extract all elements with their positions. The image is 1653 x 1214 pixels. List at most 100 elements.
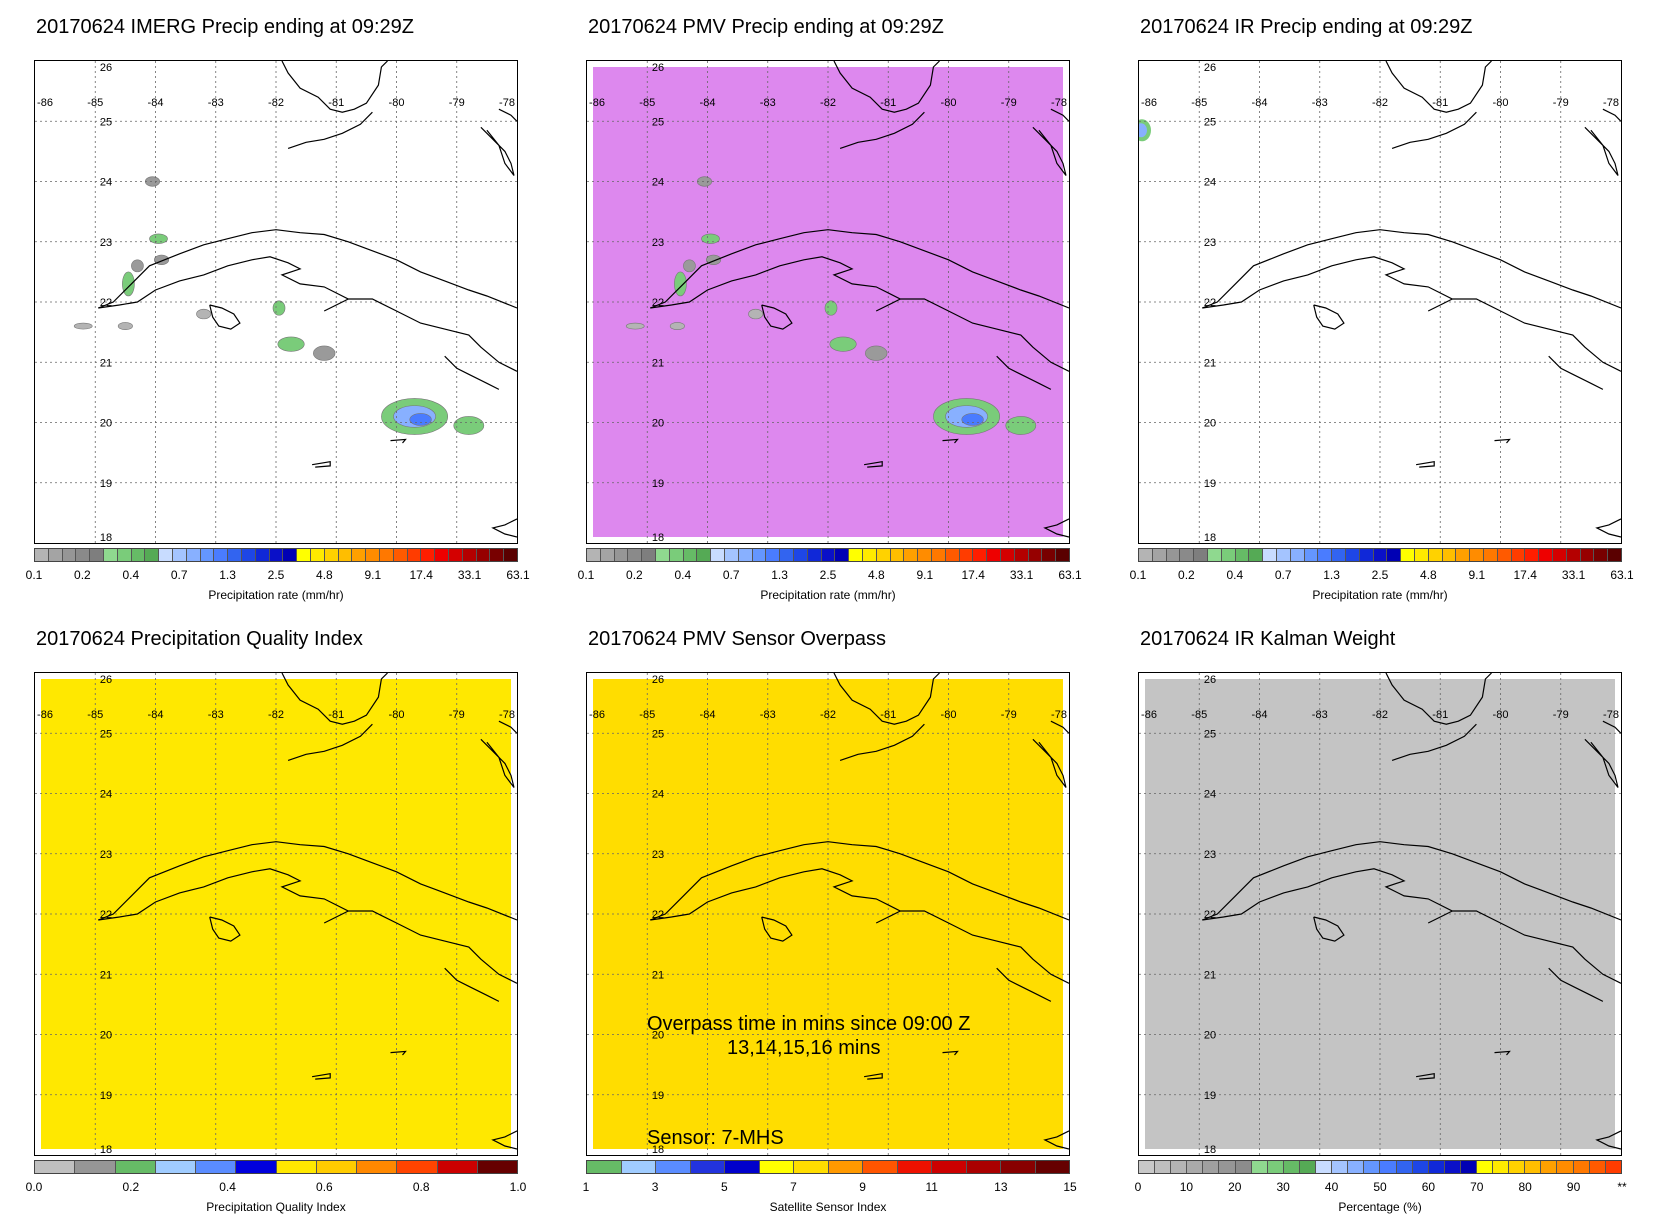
colorbar-swatch: [1396, 1161, 1413, 1173]
lat-tick-label: 23: [1204, 849, 1216, 861]
coastline-isla: [1313, 304, 1345, 330]
colorbar-ticks: 0.1 0.2 0.4 0.7 1.3 2.5 4.8 9.1 17.4 33.1 63.1: [1130, 568, 1634, 584]
colorbar-swatch: [1014, 549, 1029, 561]
lat-tick-label: 21: [652, 969, 664, 981]
colorbar-tick-label: 33.1: [457, 568, 482, 582]
coastline-caymanA: [864, 460, 883, 468]
coastline-jardines: [1548, 355, 1604, 390]
colorbar-swatch: [1387, 549, 1402, 561]
coastline-keys: [839, 111, 925, 149]
colorbar-swatch: [324, 549, 339, 561]
colorbar-swatch: [862, 549, 877, 561]
lon-tick-label: -82: [820, 97, 836, 109]
colorbar-swatch: [477, 1161, 517, 1173]
lat-tick-label: 18: [100, 532, 112, 543]
colorbar-tick-label: 0.1: [577, 568, 595, 582]
colorbar-swatch: [90, 549, 104, 561]
colorbar-swatch: [214, 549, 229, 561]
colorbar-swatch: [1001, 1161, 1036, 1173]
colorbar-swatch: [241, 549, 256, 561]
colorbar-label: Precipitation rate (mm/hr): [760, 588, 896, 602]
colorbar-swatch: [297, 549, 311, 561]
coastline-bahamas: [1584, 738, 1619, 788]
precip-cell: [824, 300, 838, 316]
lon-tick-label: -81: [880, 97, 896, 109]
colorbar-ticks: 0 10 20 30 40 50 60 70 80 90 **: [1135, 1180, 1627, 1196]
colorbar-swatch: [1364, 1161, 1381, 1173]
lat-tick-label: 18: [652, 1144, 664, 1155]
coastline-arc: [875, 910, 901, 924]
coastline-isla: [1313, 916, 1345, 942]
lat-tick-label: 21: [1204, 969, 1216, 981]
map-svg: -86 -85 -84 -83 -82 -81 -80 -79 -78 26 25 24 23 22 21 2…: [1139, 673, 1621, 1155]
colorbar-tick-label: 2.5: [1371, 568, 1389, 582]
colorbar-swatch: [379, 549, 394, 561]
lat-tick-label: 23: [652, 849, 664, 861]
lon-tick-label: -86: [589, 709, 605, 721]
lat-tick-label: 19: [652, 1090, 664, 1102]
colorbar-swatch: [1373, 549, 1388, 561]
colorbar-swatch: [835, 549, 850, 561]
precip-cell: [409, 413, 432, 426]
coastline-isla: [209, 304, 241, 330]
lat-tick-label: 24: [652, 789, 664, 801]
colorbar-swatch: [655, 549, 670, 561]
lon-tick-label: -83: [208, 709, 224, 721]
lon-tick-label: -86: [589, 97, 605, 109]
colorbar-swatch: [1557, 1161, 1574, 1173]
coastline-keys: [287, 111, 373, 149]
colorbar-tick-label: 33.1: [1009, 568, 1034, 582]
coastline-bahamasTop: [498, 108, 517, 122]
colorbar-swatch: [1509, 1161, 1526, 1173]
map-frame: -86 -85 -84 -83 -82 -81 -80 -79 -78 26 25 24 23 22 21 2…: [586, 60, 1070, 544]
colorbar-swatch: [1470, 549, 1484, 561]
precip-cell: [313, 345, 336, 361]
lat-tick-label: 20: [1204, 418, 1216, 430]
colorbar-tick-label: 10: [1179, 1180, 1194, 1194]
coastline-cubaSouth: [98, 868, 517, 984]
precip-cell: [829, 336, 857, 352]
colorbar-tick-label: 50: [1373, 1180, 1387, 1194]
colorbar-swatch: [1460, 1161, 1477, 1173]
colorbar-label: Precipitation rate (mm/hr): [1312, 588, 1448, 602]
lon-tick-label: -80: [1493, 709, 1509, 721]
colorbar-tick-label: 13: [994, 1180, 1008, 1194]
colorbar-swatch: [987, 549, 1001, 561]
lat-tick-label: 20: [652, 418, 664, 430]
lon-tick-label: -80: [1493, 97, 1509, 109]
colorbar-tick-label: 63.1: [1058, 568, 1082, 582]
colorbar-swatch: [1359, 549, 1374, 561]
coastline-haitiTip: [1595, 518, 1621, 538]
panel-pmv-precip: 20170624 PMV Precip ending at 09:29Z -86-…: [578, 0, 1106, 602]
lat-tick-label: 25: [652, 728, 664, 740]
coastline-haitiTip: [491, 1130, 517, 1150]
lon-tick-label: -79: [1553, 709, 1569, 721]
lon-tick-label: -78: [1603, 709, 1619, 721]
lon-tick-label: -81: [1432, 709, 1448, 721]
lon-tick-label: -81: [880, 709, 896, 721]
colorbar-swatch: [1442, 549, 1457, 561]
coastline-caymanA: [864, 1072, 883, 1080]
colorbar-tick-label: 0.2: [122, 1180, 140, 1194]
colorbar-swatch: [103, 549, 118, 561]
lon-tick-label: -81: [328, 97, 344, 109]
colorbar-tick-label: 90: [1566, 1180, 1581, 1194]
lon-tick-label: -83: [208, 97, 224, 109]
lat-tick-label: 24: [100, 177, 112, 189]
lat-tick-label: 23: [100, 237, 112, 249]
colorbar-swatch: [766, 549, 781, 561]
colorbar-swatch: [421, 549, 436, 561]
colorbar-tick-label: 4.8: [868, 568, 885, 582]
colorbar-swatch: [1608, 549, 1621, 561]
colorbar-tick-label: 17.4: [961, 568, 985, 582]
colorbar-swatch: [393, 549, 408, 561]
coastline-arc: [323, 298, 349, 312]
coastline-keys: [1391, 111, 1477, 149]
coastline-florida: [833, 61, 940, 113]
precip-cell: [144, 176, 161, 187]
lon-tick-label: -82: [820, 709, 836, 721]
colorbar-swatch: [1414, 549, 1429, 561]
colorbar-swatch: [683, 549, 698, 561]
lon-tick-label: -80: [941, 97, 957, 109]
panel-ir-kalman-weight: 20170624 IR Kalman Weight -86 -85 -84 -83 -82…: [1135, 612, 1653, 1214]
